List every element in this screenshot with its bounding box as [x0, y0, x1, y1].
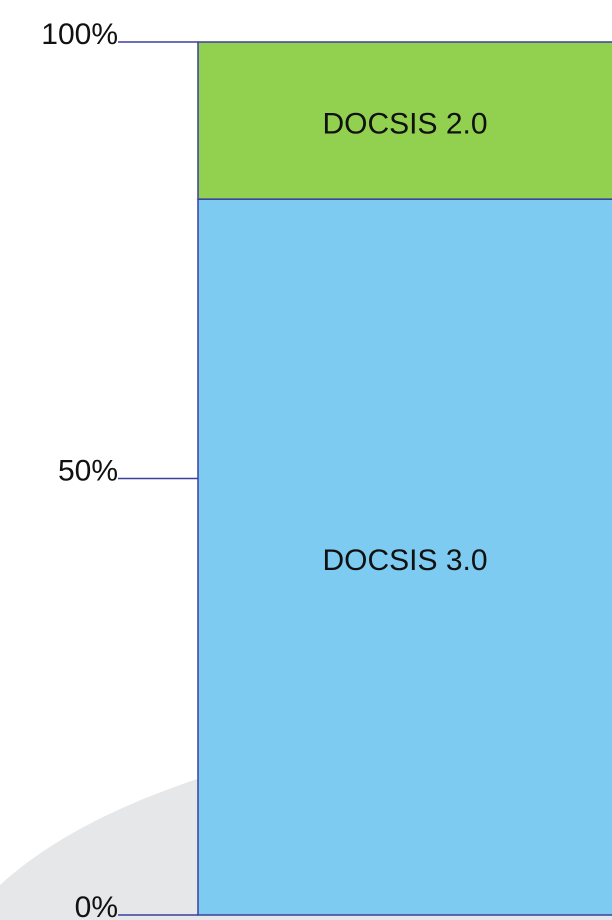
bar-segment	[197, 198, 612, 916]
y-tick-label: 50%	[58, 454, 118, 487]
y-tick-label: 0%	[75, 891, 118, 920]
bar-segment	[197, 41, 612, 200]
segment-label: DOCSIS 3.0	[322, 544, 487, 577]
y-tick-label: 100%	[41, 18, 118, 51]
segment-label: DOCSIS 2.0	[322, 107, 487, 140]
